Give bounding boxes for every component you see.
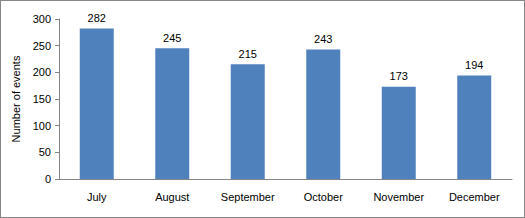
svg-text:200: 200: [33, 66, 51, 78]
svg-text:100: 100: [33, 120, 51, 132]
svg-text:Number of events: Number of events: [10, 55, 22, 142]
svg-text:282: 282: [88, 12, 106, 24]
svg-text:300: 300: [33, 13, 51, 25]
svg-text:150: 150: [33, 93, 51, 105]
svg-text:173: 173: [390, 70, 408, 82]
svg-text:243: 243: [314, 33, 332, 45]
svg-text:September: September: [221, 191, 275, 203]
svg-text:215: 215: [239, 48, 257, 60]
svg-text:August: August: [155, 191, 189, 203]
svg-text:194: 194: [465, 59, 483, 71]
svg-text:50: 50: [39, 146, 51, 158]
svg-text:October: October: [304, 191, 343, 203]
svg-text:December: December: [449, 191, 500, 203]
svg-text:July: July: [87, 191, 107, 203]
svg-text:245: 245: [163, 32, 181, 44]
svg-text:250: 250: [33, 40, 51, 52]
svg-text:November: November: [373, 191, 424, 203]
svg-text:0: 0: [45, 173, 51, 185]
